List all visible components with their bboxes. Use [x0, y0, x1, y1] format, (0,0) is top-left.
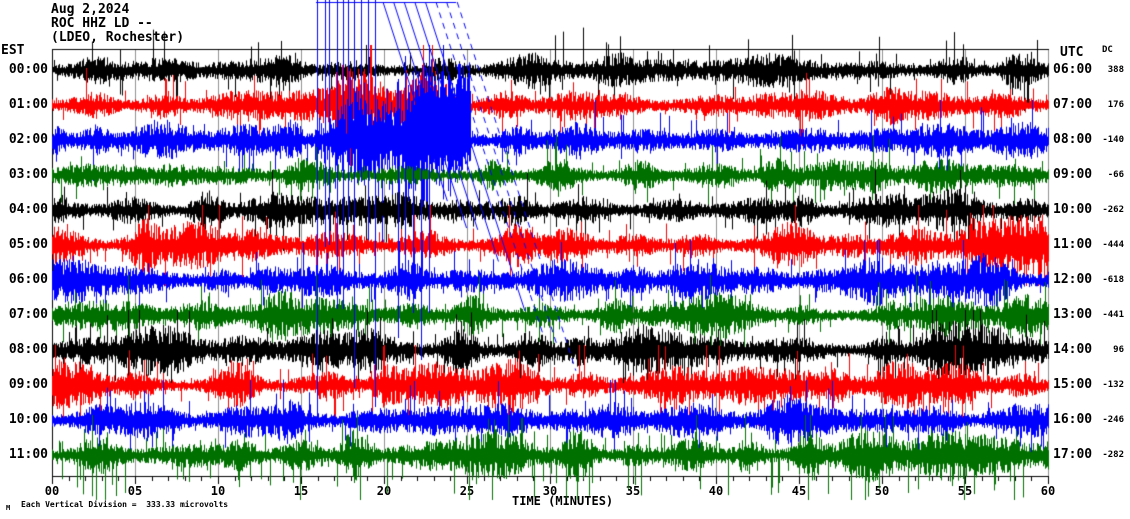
dc-value: -246 — [1102, 415, 1124, 425]
logo-mark: M — [6, 504, 11, 512]
x-tick-label: 50 — [874, 484, 890, 498]
est-time-label: 05:00 — [8, 237, 48, 252]
dc-value: -618 — [1102, 275, 1124, 285]
est-time-label: 04:00 — [8, 202, 48, 217]
x-tick-label: 20 — [376, 484, 392, 498]
x-tick-label: 40 — [708, 484, 724, 498]
est-axis-header: EST — [1, 43, 25, 58]
x-tick-label: 55 — [957, 484, 973, 498]
dc-value: -441 — [1102, 310, 1124, 320]
x-tick-label: 60 — [1040, 484, 1056, 498]
est-time-label: 11:00 — [8, 447, 48, 462]
x-tick-label: 10 — [210, 484, 226, 498]
utc-axis-header: UTC — [1060, 45, 1084, 60]
dc-value: -262 — [1102, 205, 1124, 215]
header-date: Aug 2,2024 — [51, 2, 130, 17]
est-time-label: 00:00 — [8, 62, 48, 77]
est-time-label: 10:00 — [8, 412, 48, 427]
header-location: (LDEO, Rochester) — [51, 30, 185, 45]
est-time-label: 07:00 — [8, 307, 48, 322]
x-tick-label: 25 — [459, 484, 475, 498]
x-tick-label: 45 — [791, 484, 807, 498]
x-tick-label: 15 — [293, 484, 309, 498]
est-time-label: 09:00 — [8, 377, 48, 392]
x-tick-label: 00 — [44, 484, 60, 498]
dc-value: -132 — [1102, 380, 1124, 390]
x-tick-label: 30 — [542, 484, 558, 498]
dc-value: -282 — [1102, 450, 1124, 460]
est-time-label: 01:00 — [8, 97, 48, 112]
dc-value: 388 — [1107, 65, 1124, 75]
dc-value: -140 — [1102, 135, 1124, 145]
scale-note: Each Vertical Division = 333.33 microvol… — [21, 500, 229, 509]
est-time-label: 03:00 — [8, 167, 48, 182]
est-time-label: 02:00 — [8, 132, 48, 147]
x-tick-label: 05 — [127, 484, 143, 498]
est-time-label: 08:00 — [8, 342, 48, 357]
x-tick-label: 35 — [625, 484, 641, 498]
dc-value: 96 — [1113, 345, 1124, 355]
est-time-label: 06:00 — [8, 272, 48, 287]
dc-value: 176 — [1107, 100, 1124, 110]
dc-value: -444 — [1102, 240, 1124, 250]
header-station: ROC HHZ LD -- — [51, 16, 153, 31]
dc-column-header: DC — [1102, 45, 1113, 55]
dc-value: -66 — [1107, 170, 1124, 180]
